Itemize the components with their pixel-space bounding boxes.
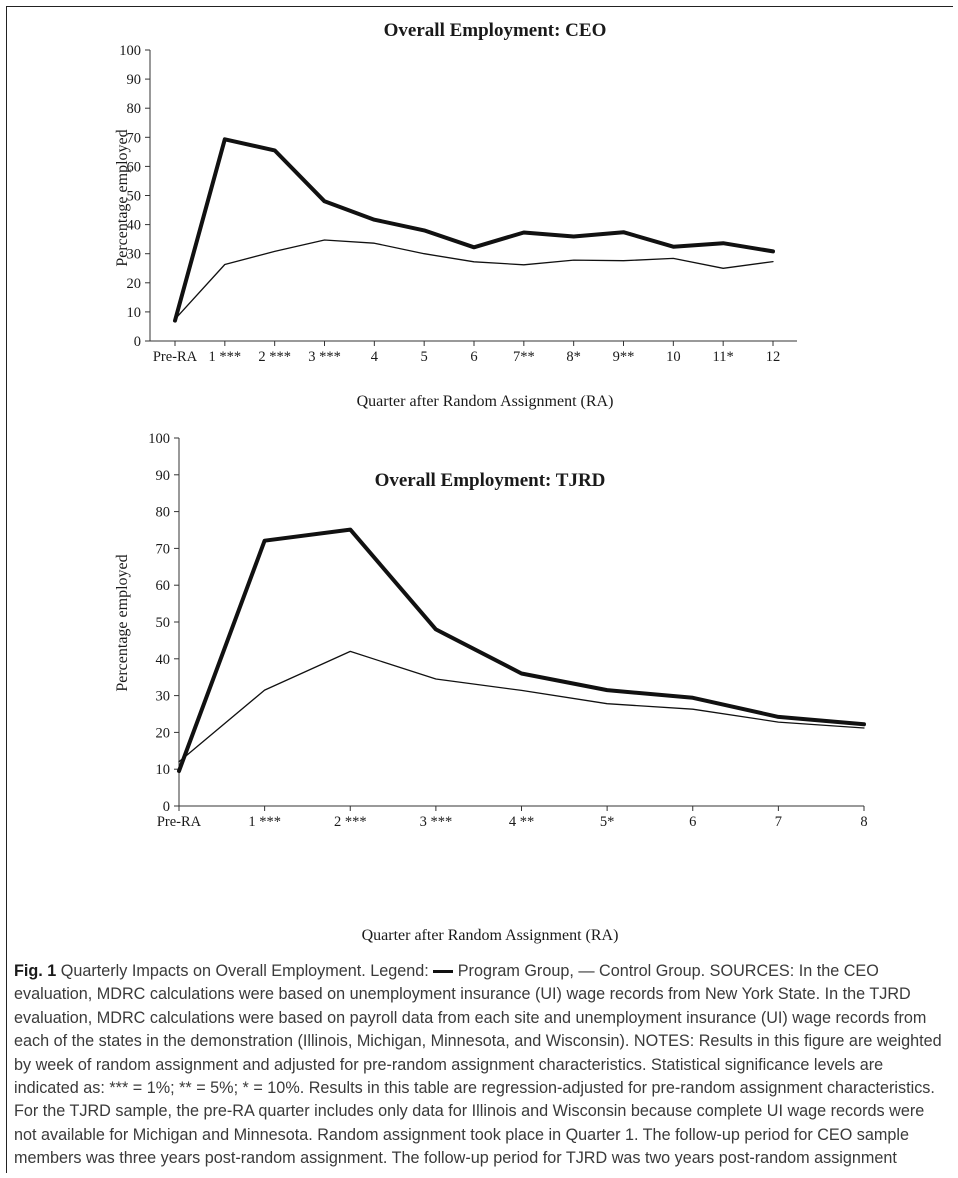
- caption-body: — Control Group. SOURCES: In the CEO eva…: [14, 962, 942, 1168]
- x-tick-label: 4 **: [509, 814, 534, 830]
- x-tick-label: 12: [766, 349, 781, 365]
- x-tick-label: 6: [689, 814, 696, 830]
- x-tick-label: 8*: [566, 349, 581, 365]
- y-tick-label: 40: [156, 652, 171, 668]
- x-tick-label: 8: [860, 814, 867, 830]
- figure-frame: [6, 6, 953, 1173]
- y-tick-label: 100: [119, 43, 141, 59]
- chart-tjrd: Overall Employment: TJRD Percentage empl…: [114, 431, 868, 944]
- x-tick-label: 10: [666, 349, 681, 365]
- x-tick-label: 9**: [613, 349, 635, 365]
- y-tick-label: 100: [148, 431, 170, 447]
- y-tick-label: 0: [134, 334, 141, 350]
- y-tick-label: 50: [156, 615, 171, 631]
- y-tick-label: 90: [156, 468, 171, 484]
- y-tick-label: 60: [156, 578, 171, 594]
- y-tick-label: 40: [127, 218, 142, 234]
- y-axis-title: Percentage employed: [114, 554, 131, 691]
- x-axis-title: Quarter after Random Assignment (RA): [362, 927, 619, 944]
- x-tick-label: 2 ***: [334, 814, 367, 830]
- y-tick-label: 60: [127, 159, 142, 175]
- y-tick-label: 50: [127, 189, 142, 205]
- x-tick-label: 6: [470, 349, 477, 365]
- x-tick-label: 3 ***: [420, 814, 453, 830]
- x-tick-label: 1 ***: [248, 814, 281, 830]
- chart-title: Overall Employment: CEO: [384, 20, 607, 41]
- x-tick-label: Pre-RA: [153, 349, 198, 365]
- program-group-line: [177, 527, 866, 773]
- y-tick-label: 30: [127, 247, 142, 263]
- x-tick-label: 5*: [600, 814, 615, 830]
- caption-title: Quarterly Impacts on Overall Employment.…: [56, 962, 434, 980]
- control-group-line: [174, 239, 774, 320]
- x-tick-label: 2 ***: [258, 349, 291, 365]
- y-tick-label: 80: [156, 505, 171, 521]
- y-tick-label: 10: [156, 762, 171, 778]
- y-axis-title: Percentage employed: [114, 129, 131, 266]
- x-tick-label: 4: [371, 349, 379, 365]
- control-group-line: [178, 650, 865, 763]
- program-legend-swatch: [433, 970, 454, 974]
- figure-label: Fig. 1: [14, 962, 57, 980]
- chart-ceo: Overall Employment: CEO Percentage emplo…: [114, 20, 797, 410]
- y-tick-label: 10: [127, 305, 142, 321]
- x-tick-label: 5: [421, 349, 428, 365]
- y-tick-label: 30: [156, 689, 171, 705]
- y-tick-label: 90: [127, 72, 142, 88]
- x-tick-label: 3 ***: [308, 349, 341, 365]
- chart-title: Overall Employment: TJRD: [375, 470, 606, 491]
- x-tick-label: 7**: [513, 349, 535, 365]
- y-tick-label: 20: [156, 725, 171, 741]
- x-axis-title: Quarter after Random Assignment (RA): [357, 393, 614, 410]
- x-tick-label: 11*: [713, 349, 734, 365]
- y-tick-label: 80: [127, 101, 142, 117]
- y-tick-label: 20: [127, 276, 142, 292]
- y-tick-label: 0: [163, 799, 170, 815]
- x-tick-label: Pre-RA: [157, 814, 202, 830]
- x-tick-label: 7: [775, 814, 782, 830]
- program-group-line: [173, 137, 775, 323]
- x-tick-label: 1 ***: [209, 349, 242, 365]
- legend-program-label: Program Group,: [453, 962, 579, 980]
- y-tick-label: 70: [156, 541, 171, 557]
- figure-caption: Fig. 1 Quarterly Impacts on Overall Empl…: [14, 960, 944, 1171]
- y-tick-label: 70: [127, 130, 142, 146]
